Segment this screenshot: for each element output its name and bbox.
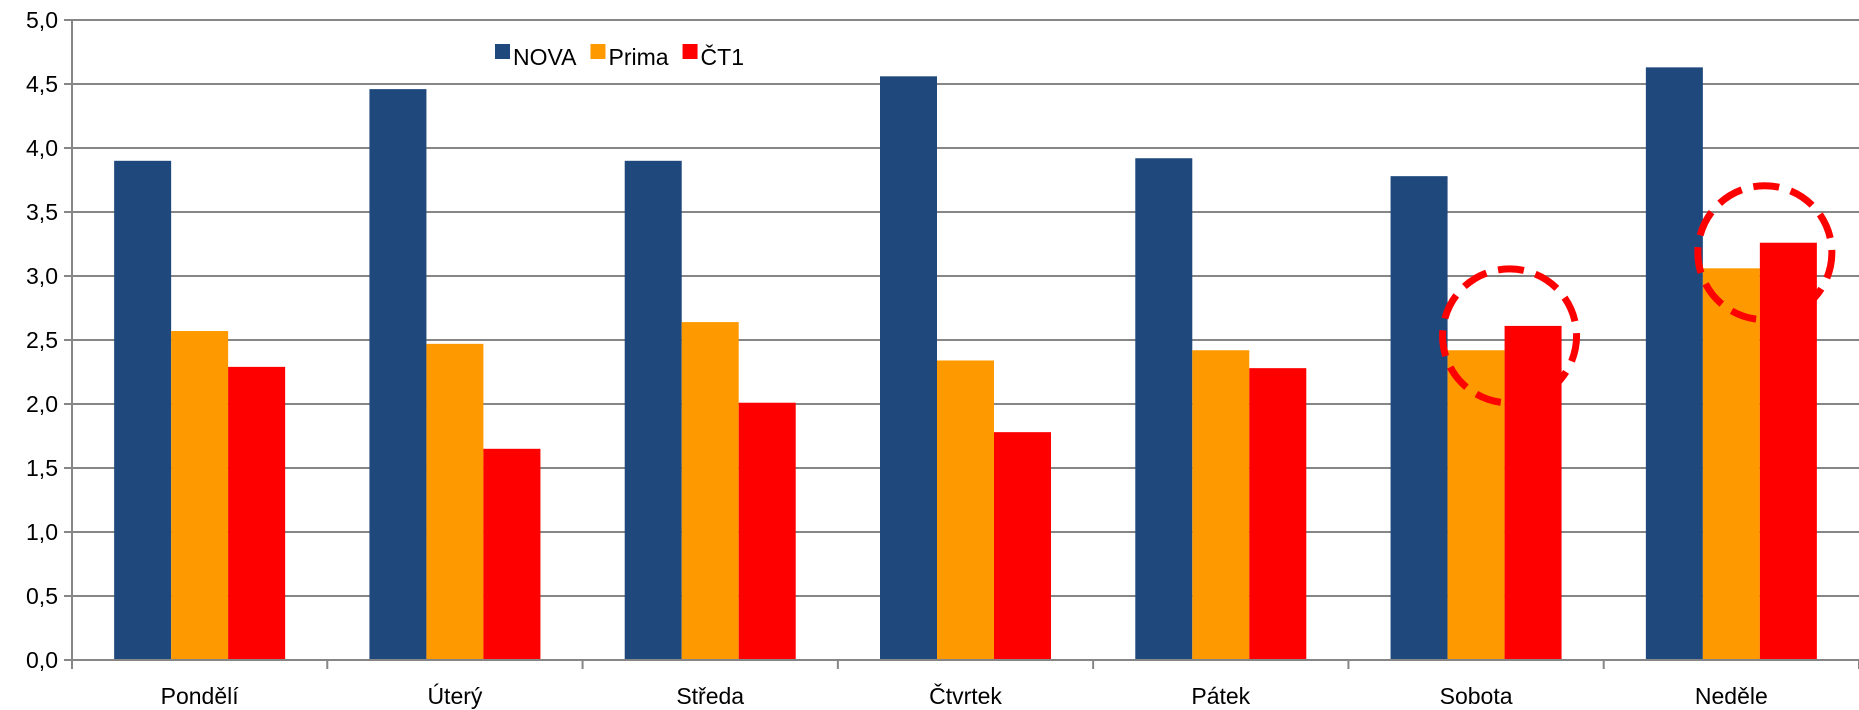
legend-swatch <box>682 44 698 59</box>
bar-t1-3 <box>738 402 796 660</box>
x-tick-label: Úterý <box>427 683 482 709</box>
y-tick-label: 0,5 <box>26 583 58 609</box>
bar-t1-5 <box>1249 368 1307 660</box>
bar-prima-5 <box>1192 350 1250 660</box>
bar-t1-6 <box>1504 325 1562 660</box>
bar-nova-1 <box>114 160 172 661</box>
y-tick-label: 3,5 <box>26 199 58 225</box>
y-tick-label: 5,0 <box>26 7 58 33</box>
legend-swatch <box>590 44 606 59</box>
bar-nova-6 <box>1390 176 1448 660</box>
bar-prima-2 <box>426 343 484 660</box>
y-tick-label: 0,0 <box>26 647 58 673</box>
legend-label: Prima <box>608 44 668 70</box>
x-tick-label: Neděle <box>1695 683 1768 709</box>
bar-t1-4 <box>994 432 1051 660</box>
y-tick-label: 2,5 <box>26 327 58 353</box>
bar-prima-1 <box>171 331 229 660</box>
bar-prima-7 <box>1702 268 1760 660</box>
y-tick-label: 2,0 <box>26 391 58 417</box>
x-tick-label: Pondělí <box>161 683 240 709</box>
y-tick-label: 4,0 <box>26 135 58 161</box>
highlight-circle-1 <box>1439 265 1581 407</box>
axes: 0,0 0,5 1,0 1,5 2,0 2,5 3,0 3,5 4,0 4,5 5,0 Pondělí… <box>26 7 1859 709</box>
y-tick-label: 1,0 <box>26 519 58 545</box>
x-tick-label: Čtvrtek <box>929 682 1002 709</box>
bar-t1-1 <box>228 366 286 660</box>
x-tick-label: Pátek <box>1191 683 1250 709</box>
y-tick-label: 3,0 <box>26 263 58 289</box>
bar-nova-4 <box>880 76 937 660</box>
bar-nova-3 <box>624 160 682 661</box>
bar-prima-4 <box>937 360 994 660</box>
bars <box>114 67 1817 661</box>
x-tick-label: Sobota <box>1440 683 1513 709</box>
highlight-annotations <box>1439 182 1836 407</box>
highlight-circle-2 <box>1694 182 1836 324</box>
y-tick-label: 1,5 <box>26 455 58 481</box>
bar-prima-3 <box>681 322 739 660</box>
x-tick-label: Středa <box>676 683 744 709</box>
bar-nova-5 <box>1135 158 1193 661</box>
legend-label: NOVA <box>513 44 577 70</box>
legend-label: ČT1 <box>701 43 744 70</box>
legend-swatch <box>495 44 510 59</box>
bar-nova-7 <box>1645 67 1703 661</box>
bar-t1-2 <box>483 448 541 660</box>
y-tick-label: 4,5 <box>26 71 58 97</box>
legend: NOVA Prima ČT1 <box>495 43 744 70</box>
bar-nova-2 <box>369 89 427 661</box>
